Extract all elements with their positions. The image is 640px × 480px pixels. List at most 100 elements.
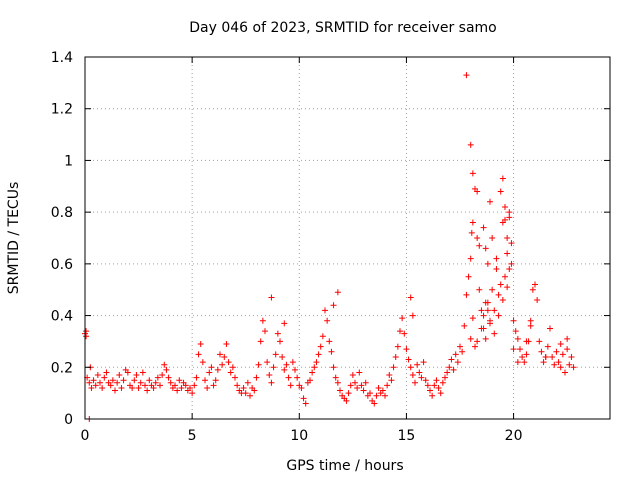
data-point [334, 379, 341, 386]
data-point [429, 392, 436, 399]
data-point [255, 361, 262, 368]
data-point [401, 330, 408, 337]
y-tick-label: 0.2 [51, 360, 73, 376]
data-point [212, 377, 219, 384]
data-point [99, 384, 106, 391]
data-point [495, 312, 502, 319]
data-point [480, 224, 487, 231]
data-point [409, 372, 416, 379]
data-point [478, 325, 485, 332]
data-point [390, 364, 397, 371]
data-point [542, 353, 549, 360]
data-point [388, 377, 395, 384]
data-point [465, 273, 472, 280]
data-point [227, 369, 234, 376]
data-point [547, 325, 553, 332]
data-point [274, 330, 281, 337]
y-tick-label: 0.6 [51, 257, 73, 273]
data-point [478, 307, 485, 314]
data-point [281, 320, 288, 327]
data-point [476, 286, 483, 293]
data-point [532, 281, 538, 288]
data-point [88, 384, 95, 391]
data-point [124, 369, 131, 376]
data-point [229, 364, 236, 371]
data-point [324, 317, 331, 324]
data-point [469, 170, 476, 177]
data-point [420, 359, 427, 366]
data-point [345, 390, 352, 397]
data-point [193, 374, 200, 381]
data-point [298, 384, 305, 391]
data-point [435, 384, 442, 391]
data-point [347, 382, 354, 389]
data-point [422, 377, 429, 384]
data-point [499, 297, 506, 304]
data-point [418, 374, 425, 381]
data-point [294, 374, 301, 381]
data-point [549, 353, 556, 360]
data-point [283, 361, 290, 368]
data-point [437, 390, 444, 397]
data-point [463, 291, 470, 298]
y-tick-labels: 0 0.2 0.4 0.6 0.8 1 1.2 1.4 [51, 50, 73, 428]
data-point [232, 374, 238, 381]
x-tick-label: 20 [505, 428, 523, 444]
data-point [439, 379, 446, 386]
data-point [508, 260, 515, 267]
data-point [146, 377, 153, 384]
data-point [264, 359, 271, 366]
data-point [474, 235, 481, 241]
data-point [92, 382, 99, 389]
data-point [414, 361, 421, 368]
gridlines [85, 57, 610, 419]
data-point [129, 384, 136, 391]
data-point [234, 382, 241, 389]
data-point [469, 315, 476, 322]
data-point [281, 366, 288, 373]
data-point [392, 353, 399, 360]
data-point [504, 235, 511, 241]
data-point [448, 356, 455, 363]
data-point [382, 392, 388, 399]
data-point [468, 229, 475, 236]
data-point [557, 341, 564, 348]
data-point [257, 338, 264, 345]
data-point [459, 348, 466, 355]
x-tick-label: 5 [188, 428, 197, 444]
data-point [386, 372, 393, 379]
data-point [433, 377, 440, 384]
data-point [403, 346, 410, 353]
data-point [444, 369, 451, 376]
data-point [330, 364, 337, 371]
data-point [559, 351, 566, 358]
data-point [199, 359, 206, 366]
data-point [538, 348, 545, 355]
data-point [349, 372, 356, 379]
data-point [161, 361, 168, 368]
data-point [407, 294, 414, 301]
data-point [469, 219, 476, 226]
data-point [452, 351, 459, 358]
data-point [214, 366, 221, 373]
data-point [86, 379, 93, 386]
data-point [244, 379, 251, 386]
data-point [360, 387, 367, 394]
data-point [259, 317, 266, 324]
data-point [553, 348, 560, 355]
data-point [197, 341, 204, 348]
data-point [90, 377, 97, 384]
data-point [482, 299, 489, 306]
y-tick-label: 0 [64, 412, 73, 428]
data-point [506, 266, 513, 273]
data-point [322, 307, 328, 314]
data-point [371, 400, 378, 407]
data-point [510, 346, 517, 353]
data-point [311, 364, 318, 371]
y-axis-label: SRMTID / TECUs [6, 182, 22, 295]
data-point [362, 379, 369, 386]
data-point [568, 353, 575, 360]
data-point [375, 384, 382, 391]
data-point [189, 390, 196, 397]
